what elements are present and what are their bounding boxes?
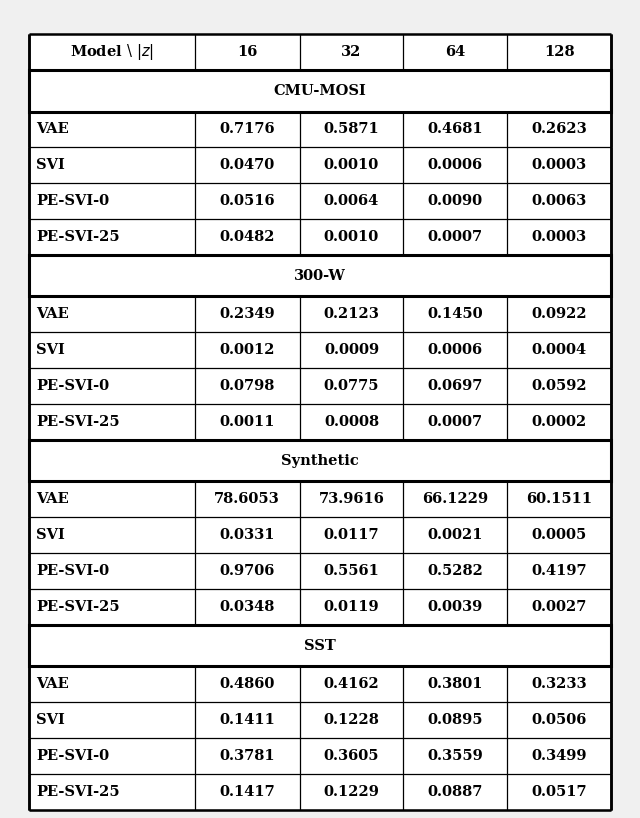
Text: 0.4681: 0.4681 bbox=[428, 123, 483, 137]
Text: 0.0117: 0.0117 bbox=[324, 528, 380, 542]
Text: 78.6053: 78.6053 bbox=[214, 492, 280, 506]
Text: SST: SST bbox=[304, 639, 336, 653]
Bar bbox=[29, 255, 611, 296]
Text: 0.0027: 0.0027 bbox=[531, 600, 587, 614]
Text: 0.0007: 0.0007 bbox=[428, 230, 483, 245]
Text: SVI: SVI bbox=[36, 344, 65, 357]
Text: 0.2623: 0.2623 bbox=[531, 123, 587, 137]
Text: PE-SVI-25: PE-SVI-25 bbox=[36, 784, 120, 799]
Text: 0.0775: 0.0775 bbox=[324, 380, 379, 393]
Text: 300-W: 300-W bbox=[294, 269, 346, 283]
Text: 0.3605: 0.3605 bbox=[324, 749, 379, 763]
Text: 0.7176: 0.7176 bbox=[220, 123, 275, 137]
Text: 0.0064: 0.0064 bbox=[324, 195, 379, 209]
Text: 0.0697: 0.0697 bbox=[428, 380, 483, 393]
Text: PE-SVI-0: PE-SVI-0 bbox=[36, 564, 109, 578]
Text: 0.0039: 0.0039 bbox=[428, 600, 483, 614]
Bar bbox=[29, 440, 611, 481]
Text: 0.0009: 0.0009 bbox=[324, 344, 379, 357]
Text: 0.0003: 0.0003 bbox=[531, 159, 587, 173]
Text: VAE: VAE bbox=[36, 677, 69, 691]
Text: VAE: VAE bbox=[36, 123, 69, 137]
Text: 0.3559: 0.3559 bbox=[428, 749, 483, 763]
Text: 0.5282: 0.5282 bbox=[427, 564, 483, 578]
Text: 32: 32 bbox=[341, 45, 362, 60]
Text: 128: 128 bbox=[544, 45, 574, 60]
Bar bbox=[29, 70, 611, 111]
Text: 0.0063: 0.0063 bbox=[531, 195, 587, 209]
Text: PE-SVI-0: PE-SVI-0 bbox=[36, 195, 109, 209]
Text: 0.0011: 0.0011 bbox=[220, 415, 275, 429]
Text: 0.3233: 0.3233 bbox=[531, 677, 587, 691]
Text: 0.0002: 0.0002 bbox=[531, 415, 587, 429]
Text: 0.1229: 0.1229 bbox=[323, 784, 380, 799]
Text: 0.0007: 0.0007 bbox=[428, 415, 483, 429]
Text: 0.0798: 0.0798 bbox=[220, 380, 275, 393]
Text: Synthetic: Synthetic bbox=[281, 454, 359, 468]
Text: 0.2349: 0.2349 bbox=[220, 308, 275, 321]
Text: 0.1228: 0.1228 bbox=[323, 713, 380, 727]
Text: 0.0517: 0.0517 bbox=[531, 784, 587, 799]
Text: 0.0005: 0.0005 bbox=[531, 528, 587, 542]
Text: 0.1411: 0.1411 bbox=[220, 713, 275, 727]
Text: 0.0895: 0.0895 bbox=[428, 713, 483, 727]
Bar bbox=[29, 625, 611, 666]
Text: 0.0592: 0.0592 bbox=[531, 380, 587, 393]
Text: PE-SVI-0: PE-SVI-0 bbox=[36, 749, 109, 763]
Text: 60.1511: 60.1511 bbox=[526, 492, 592, 506]
Text: 0.0119: 0.0119 bbox=[324, 600, 380, 614]
Text: 0.0021: 0.0021 bbox=[428, 528, 483, 542]
Text: 0.0008: 0.0008 bbox=[324, 415, 379, 429]
Text: 0.0006: 0.0006 bbox=[428, 159, 483, 173]
Text: Model $\backslash$ $|z|$: Model $\backslash$ $|z|$ bbox=[70, 43, 154, 62]
Text: 0.3801: 0.3801 bbox=[428, 677, 483, 691]
Text: 0.0516: 0.0516 bbox=[220, 195, 275, 209]
Text: PE-SVI-25: PE-SVI-25 bbox=[36, 600, 120, 614]
Text: 0.0090: 0.0090 bbox=[428, 195, 483, 209]
Text: 16: 16 bbox=[237, 45, 257, 60]
Text: 0.0506: 0.0506 bbox=[531, 713, 587, 727]
Text: 0.4162: 0.4162 bbox=[324, 677, 380, 691]
Text: 0.2123: 0.2123 bbox=[323, 308, 380, 321]
Text: 0.0348: 0.0348 bbox=[220, 600, 275, 614]
Text: 0.0010: 0.0010 bbox=[324, 159, 379, 173]
Text: 73.9616: 73.9616 bbox=[319, 492, 385, 506]
Text: 64: 64 bbox=[445, 45, 465, 60]
Text: 0.0012: 0.0012 bbox=[220, 344, 275, 357]
Text: PE-SVI-0: PE-SVI-0 bbox=[36, 380, 109, 393]
Text: 0.0482: 0.0482 bbox=[220, 230, 275, 245]
Bar bbox=[29, 70, 611, 111]
Bar bbox=[29, 625, 611, 666]
Text: 0.0887: 0.0887 bbox=[428, 784, 483, 799]
Text: 0.1417: 0.1417 bbox=[220, 784, 275, 799]
Text: 0.1450: 0.1450 bbox=[428, 308, 483, 321]
Text: SVI: SVI bbox=[36, 713, 65, 727]
Text: 0.0004: 0.0004 bbox=[531, 344, 587, 357]
Text: 0.3499: 0.3499 bbox=[531, 749, 587, 763]
Text: 0.0922: 0.0922 bbox=[531, 308, 587, 321]
Bar bbox=[29, 440, 611, 481]
Text: VAE: VAE bbox=[36, 492, 69, 506]
Text: 66.1229: 66.1229 bbox=[422, 492, 488, 506]
Text: PE-SVI-25: PE-SVI-25 bbox=[36, 230, 120, 245]
Text: 0.0010: 0.0010 bbox=[324, 230, 379, 245]
Text: 0.3781: 0.3781 bbox=[220, 749, 275, 763]
Text: VAE: VAE bbox=[36, 308, 69, 321]
Text: SVI: SVI bbox=[36, 159, 65, 173]
Text: 0.5871: 0.5871 bbox=[324, 123, 380, 137]
Text: 0.0003: 0.0003 bbox=[531, 230, 587, 245]
Text: 0.0470: 0.0470 bbox=[220, 159, 275, 173]
Bar bbox=[29, 255, 611, 296]
Text: PE-SVI-25: PE-SVI-25 bbox=[36, 415, 120, 429]
Text: 0.9706: 0.9706 bbox=[220, 564, 275, 578]
Text: 0.0006: 0.0006 bbox=[428, 344, 483, 357]
Text: 0.0331: 0.0331 bbox=[220, 528, 275, 542]
Text: 0.5561: 0.5561 bbox=[323, 564, 380, 578]
Text: 0.4860: 0.4860 bbox=[220, 677, 275, 691]
Text: CMU-MOSI: CMU-MOSI bbox=[274, 84, 366, 98]
Text: 0.4197: 0.4197 bbox=[531, 564, 587, 578]
Text: SVI: SVI bbox=[36, 528, 65, 542]
